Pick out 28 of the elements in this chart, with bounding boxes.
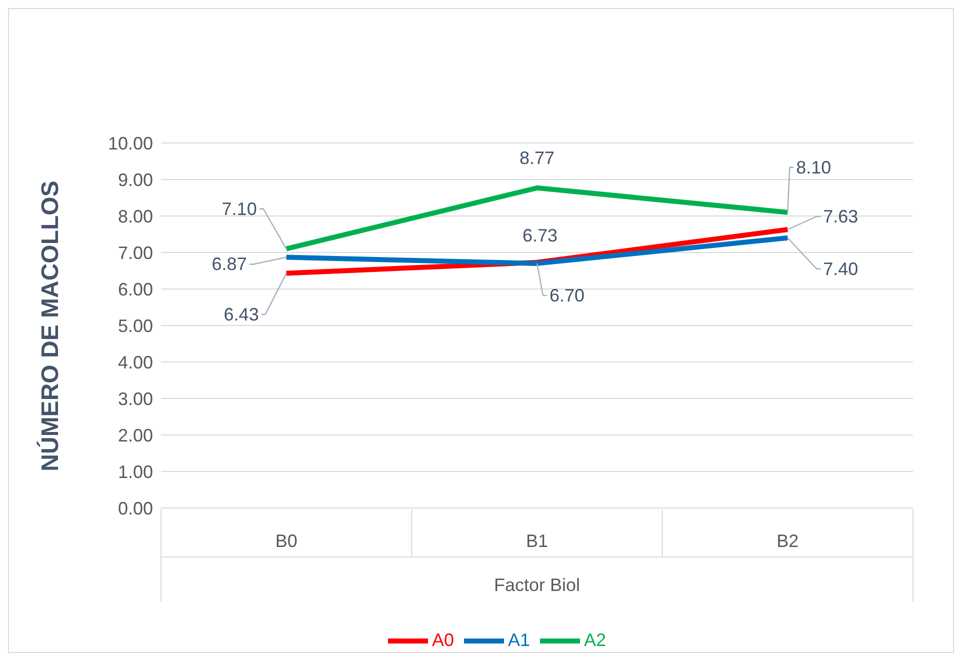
y-tick-label: 4.00	[118, 352, 153, 372]
y-tick-label: 6.00	[118, 279, 153, 300]
data-label: 7.63	[823, 206, 858, 227]
data-label: 7.40	[823, 258, 858, 279]
data-label: 6.73	[522, 225, 558, 246]
y-tick-label: 1.00	[118, 462, 153, 482]
y-tick-label: 2.00	[118, 425, 153, 446]
y-axis-title: NÚMERO DE MACOLLOS	[37, 180, 65, 474]
data-label: 8.77	[519, 148, 555, 168]
data-label: 6.70	[549, 285, 585, 306]
legend-label: A1	[508, 630, 530, 650]
data-label: 6.43	[224, 304, 259, 324]
y-tick-label: 0.00	[118, 498, 153, 518]
legend-label: A0	[432, 630, 454, 650]
y-tick-label: 10.00	[108, 133, 153, 154]
x-axis-title: Factor Biol	[494, 575, 580, 595]
data-label: 7.10	[222, 198, 257, 219]
x-tick-label: B1	[526, 530, 548, 551]
y-tick-label: 5.00	[118, 316, 153, 336]
x-tick-label: B0	[275, 530, 298, 551]
y-tick-label: 7.00	[118, 242, 153, 263]
x-tick-label: B2	[776, 530, 799, 551]
y-tick-label: 9.00	[118, 170, 153, 190]
y-tick-label: 8.00	[118, 206, 153, 226]
legend-label: A2	[584, 630, 606, 650]
data-label: 6.87	[212, 254, 247, 274]
data-label: 8.10	[796, 157, 832, 178]
y-tick-label: 3.00	[118, 388, 153, 409]
